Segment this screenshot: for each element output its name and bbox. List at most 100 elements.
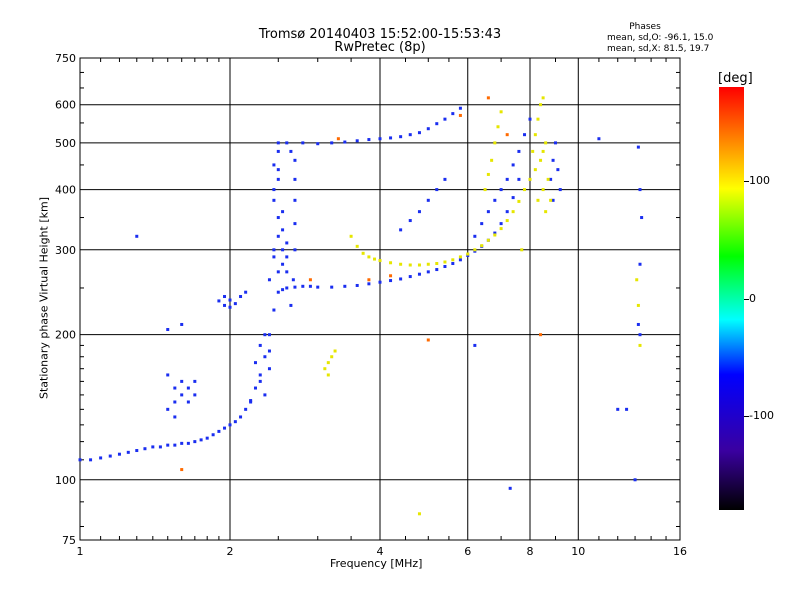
data-point: [180, 468, 184, 472]
data-point: [636, 322, 640, 326]
data-point: [301, 284, 305, 288]
data-point: [223, 295, 227, 299]
data-point: [499, 227, 503, 231]
data-point: [473, 248, 477, 252]
data-point: [276, 177, 280, 181]
x-tick-label: 1: [77, 545, 84, 558]
data-point: [426, 270, 430, 274]
data-point: [378, 259, 382, 263]
data-point: [528, 117, 532, 121]
data-point: [505, 133, 509, 137]
data-point: [493, 141, 497, 145]
data-point: [625, 407, 629, 411]
data-point: [638, 333, 642, 337]
data-point: [258, 379, 262, 383]
data-point: [99, 456, 103, 460]
data-point: [480, 222, 484, 226]
data-point: [367, 278, 371, 282]
phase-stats-x-mode: mean, sd,X: 81.5, 19.7: [607, 44, 710, 54]
data-point: [355, 283, 359, 287]
data-point: [426, 198, 430, 202]
data-point: [108, 454, 112, 458]
data-point: [272, 308, 276, 312]
data-point: [180, 441, 184, 445]
data-point: [640, 216, 644, 220]
data-point: [523, 188, 527, 192]
colorbar-tick-mark: [744, 298, 749, 300]
y-tick-label: 75: [62, 534, 76, 547]
data-point: [458, 106, 462, 110]
data-point: [556, 168, 560, 172]
data-point: [399, 262, 403, 266]
data-point: [78, 458, 82, 462]
data-point: [408, 275, 412, 279]
data-point: [263, 355, 267, 359]
data-point: [505, 219, 509, 223]
data-point: [473, 234, 477, 238]
data-point: [435, 268, 439, 272]
data-point: [541, 96, 545, 100]
data-point: [285, 241, 289, 245]
data-point: [193, 379, 197, 383]
data-point: [336, 137, 340, 141]
data-point: [551, 198, 555, 202]
data-point: [166, 373, 170, 377]
data-point: [417, 131, 421, 135]
phase-stats-title: Phases: [629, 22, 661, 32]
data-point: [636, 145, 640, 149]
data-point: [616, 407, 620, 411]
data-point: [186, 386, 190, 390]
data-point: [549, 177, 553, 181]
data-point: [180, 393, 184, 397]
data-point: [276, 270, 280, 274]
data-point: [263, 393, 267, 397]
data-point: [511, 210, 515, 214]
data-point: [330, 355, 334, 359]
data-point: [435, 122, 439, 126]
data-point: [281, 288, 285, 292]
data-point: [117, 452, 121, 456]
data-point: [217, 299, 221, 303]
data-point: [166, 328, 170, 332]
x-tick-label: 16: [673, 545, 687, 558]
data-point: [158, 445, 162, 449]
data-point: [135, 449, 139, 453]
data-point: [546, 177, 550, 181]
data-point: [173, 443, 177, 447]
y-tick-label: 750: [55, 52, 76, 65]
data-point: [361, 251, 365, 255]
data-point: [443, 117, 447, 121]
data-point: [293, 198, 297, 202]
data-point: [635, 278, 639, 282]
data-point: [249, 400, 253, 404]
data-point: [417, 512, 421, 516]
data-point: [399, 228, 403, 232]
data-point: [233, 302, 237, 306]
data-point: [272, 163, 276, 167]
data-point: [536, 117, 540, 121]
data-point: [343, 140, 347, 144]
data-point: [426, 338, 430, 342]
data-point: [638, 188, 642, 192]
data-point: [253, 361, 257, 365]
chart-subtitle: RwPretec (8p): [334, 40, 426, 55]
data-point: [451, 262, 455, 266]
data-point: [451, 258, 455, 262]
data-point: [301, 141, 305, 145]
data-point: [193, 440, 197, 444]
data-point: [166, 443, 170, 447]
data-point: [267, 333, 271, 337]
data-point: [223, 426, 227, 430]
data-point: [539, 158, 543, 162]
data-point: [638, 343, 642, 347]
colorbar-tick-label: 0: [749, 291, 756, 305]
data-point: [597, 137, 601, 141]
data-point: [553, 141, 557, 145]
y-tick-label: 600: [55, 99, 76, 112]
data-point: [533, 168, 537, 172]
data-point: [636, 303, 640, 307]
data-point: [480, 244, 484, 248]
data-point: [316, 285, 320, 289]
data-point: [267, 367, 271, 371]
data-point: [367, 282, 371, 286]
